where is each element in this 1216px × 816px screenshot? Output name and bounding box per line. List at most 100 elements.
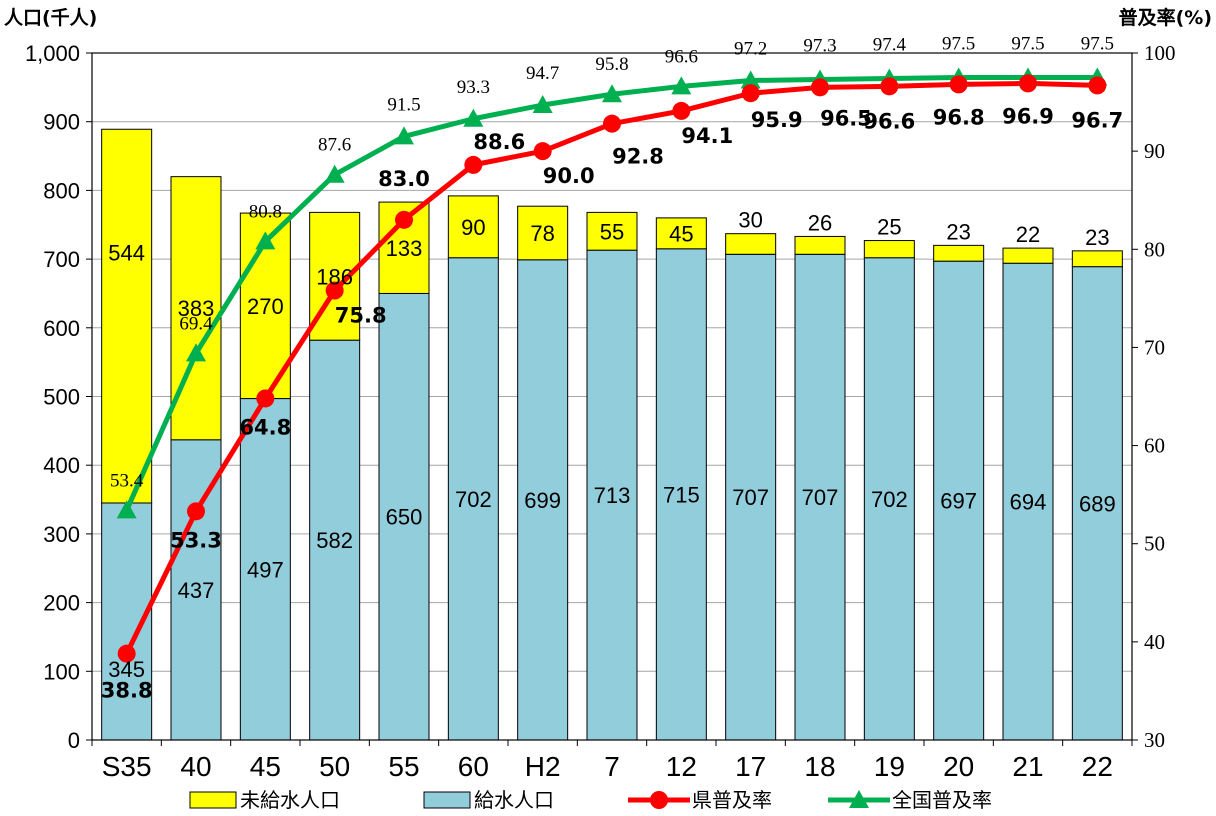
prefecture-rate-label: 96.5 <box>820 106 872 130</box>
category-label: 7 <box>604 751 620 782</box>
served-value-label: 437 <box>178 578 215 603</box>
served-population-bar <box>1002 262 1054 741</box>
prefecture-rate-label: 88.6 <box>473 130 525 154</box>
served-value-label: 689 <box>1079 491 1116 516</box>
unserved-value-label: 270 <box>247 294 284 319</box>
national-rate-label: 94.7 <box>526 63 559 84</box>
right-tick-label: 80 <box>1144 237 1165 261</box>
category-label: 60 <box>458 751 489 782</box>
unserved-value-label: 186 <box>316 264 353 289</box>
unserved-value-label: 383 <box>178 296 215 321</box>
category-label: 55 <box>388 751 419 782</box>
unserved-population-bar <box>1071 250 1123 268</box>
national-rate-label: 97.5 <box>1081 34 1114 55</box>
unserved-value-label: 30 <box>738 208 762 233</box>
national-rate-marker <box>671 76 692 95</box>
national-rate-label: 80.8 <box>249 201 282 222</box>
prefecture-rate-marker <box>1019 74 1037 93</box>
left-tick-label: 200 <box>43 591 80 616</box>
served-population-bar <box>239 398 291 741</box>
served-value-label: 582 <box>316 528 353 553</box>
national-rate-marker <box>116 500 137 519</box>
served-population-bar <box>447 257 499 741</box>
prefecture-rate-marker <box>117 644 136 663</box>
national-rate-marker <box>394 126 414 145</box>
prefecture-rate-label: 38.8 <box>101 679 153 703</box>
unserved-population-bar <box>1002 247 1054 264</box>
national-rate-label: 97.5 <box>942 34 975 55</box>
legend-swatch-unserved <box>189 791 237 809</box>
national-rate-label: 69.4 <box>179 313 213 334</box>
served-population-bar <box>1071 266 1123 741</box>
category-label: 22 <box>1082 751 1113 782</box>
prefecture-rate-marker <box>949 75 968 94</box>
left-tick-label: 400 <box>43 453 80 478</box>
left-tick-label: 100 <box>43 659 80 684</box>
prefecture-rate-marker <box>325 281 344 300</box>
national-rate-label: 53.4 <box>110 470 144 491</box>
prefecture-rate-label: 94.1 <box>681 124 733 148</box>
prefecture-rate-label: 92.8 <box>612 145 664 169</box>
prefecture-rate-marker <box>603 114 621 133</box>
prefecture-rate-label: 83.0 <box>378 167 430 191</box>
served-population-bar <box>309 339 361 741</box>
national-rate-label: 93.3 <box>457 77 490 98</box>
prefecture-rate-marker <box>395 210 413 229</box>
unserved-population-bar <box>933 244 985 262</box>
prefecture-rate-label: 95.9 <box>751 108 803 132</box>
legend-marker-national <box>849 790 869 808</box>
right-tick-label: 50 <box>1144 532 1165 556</box>
national-rate-marker <box>186 343 206 362</box>
served-value-label: 707 <box>802 485 839 510</box>
left-tick-label: 800 <box>43 178 80 203</box>
served-value-label: 497 <box>247 557 284 582</box>
right-tick-label: 100 <box>1144 41 1176 65</box>
rate-lines <box>116 67 1108 663</box>
category-label: 19 <box>874 751 905 782</box>
category-label: 50 <box>319 751 350 782</box>
national-rate-label: 97.3 <box>803 35 836 56</box>
unserved-value-label: 23 <box>1085 225 1109 250</box>
left-tick-label: 0 <box>68 728 80 753</box>
right-tick-label: 70 <box>1144 335 1165 359</box>
left-tick-label: 700 <box>43 247 80 272</box>
served-population-bar <box>378 292 430 741</box>
unserved-population-bar <box>101 128 153 504</box>
right-tick-label: 60 <box>1144 434 1165 458</box>
prefecture-rate-label: 90.0 <box>543 164 595 188</box>
served-value-label: 697 <box>940 489 977 514</box>
legend: 未給水人口 給水人口 県普及率 全国普及率 <box>189 788 992 812</box>
axes <box>86 52 1138 746</box>
served-value-label: 345 <box>108 657 145 682</box>
unserved-value-label: 133 <box>386 236 423 261</box>
prefecture-rate-label: 96.7 <box>1071 108 1123 132</box>
legend-label-unserved: 未給水人口 <box>240 788 340 812</box>
national-rate-marker <box>532 95 553 114</box>
left-tick-label: 500 <box>43 385 80 410</box>
national-rate-label: 91.5 <box>387 94 420 115</box>
served-value-label: 694 <box>1010 490 1047 515</box>
served-value-label: 702 <box>871 487 908 512</box>
served-value-label: 715 <box>663 482 700 507</box>
served-population-bar <box>794 253 846 741</box>
category-label: 40 <box>180 751 211 782</box>
unserved-population-bar <box>447 195 499 259</box>
served-value-label: 699 <box>524 488 561 513</box>
right-axis-title: 普及率(%) <box>1119 6 1212 29</box>
served-population-bar <box>863 257 915 741</box>
national-rate-label: 97.2 <box>734 38 767 59</box>
left-tick-label: 1,000 <box>25 41 80 66</box>
left-tick-label: 600 <box>43 316 80 341</box>
unserved-population-bar <box>655 217 707 250</box>
national-rate-marker <box>324 164 345 183</box>
prefecture-rate-label: 96.9 <box>1002 104 1054 128</box>
unserved-value-label: 26 <box>808 210 832 235</box>
unserved-value-label: 25 <box>877 215 901 240</box>
category-label: 12 <box>666 751 697 782</box>
prefecture-rate-marker <box>672 101 691 120</box>
legend-marker-prefecture <box>650 791 668 809</box>
unserved-value-label: 23 <box>946 219 970 244</box>
prefecture-rate-label: 96.6 <box>863 109 915 133</box>
category-label: 45 <box>250 751 281 782</box>
prefecture-rate-marker <box>187 502 205 521</box>
